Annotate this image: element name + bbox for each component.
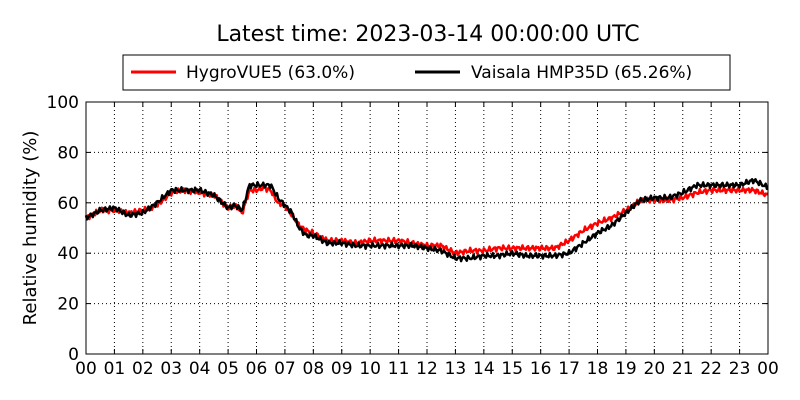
x-tick-label: 16 <box>530 359 552 379</box>
series-line-0 <box>84 185 769 257</box>
legend-label-vaisala: Vaisala HMP35D (65.26%) <box>471 63 692 83</box>
x-tick-label: 22 <box>700 359 722 379</box>
chart-title: Latest time: 2023-03-14 00:00:00 UTC <box>216 22 639 47</box>
plot-frame <box>85 101 769 355</box>
x-tick-label: 19 <box>615 359 637 379</box>
y-tick-label: 60 <box>57 194 79 214</box>
x-tick-label: 00 <box>757 359 779 379</box>
x-tick-label: 20 <box>644 359 666 379</box>
x-tick-label: 08 <box>303 359 325 379</box>
x-tick-label: 21 <box>672 359 694 379</box>
y-tick-label: 20 <box>57 295 79 315</box>
x-tick-label: 11 <box>388 359 410 379</box>
x-tick-label: 02 <box>132 359 154 379</box>
x-tick-label: 05 <box>217 359 239 379</box>
y-tick-label: 80 <box>57 143 79 163</box>
y-axis-label: Relative humidity (%) <box>20 131 41 326</box>
x-tick-label: 03 <box>160 359 182 379</box>
x-tick-label: 09 <box>331 359 353 379</box>
y-tick-label: 40 <box>57 244 79 264</box>
x-tick-label: 18 <box>587 359 609 379</box>
x-tick-label: 13 <box>445 359 467 379</box>
x-tick-label: 00 <box>75 359 97 379</box>
x-tick-label: 23 <box>729 359 751 379</box>
legend: HygroVUE5 (63.0%) Vaisala HMP35D (65.26%… <box>122 54 731 91</box>
x-tick-label: 14 <box>473 359 495 379</box>
x-tick-label: 07 <box>274 359 296 379</box>
axis-ticks: 00 01 02 03 04 05 06 07 08 09 10 11 12 13 14 15 16 17 18 19… <box>47 93 779 379</box>
grid <box>86 102 768 354</box>
x-tick-label: 01 <box>104 359 126 379</box>
legend-label-hygrovue5: HygroVUE5 (63.0%) <box>186 63 355 83</box>
x-tick-label: 06 <box>246 359 268 379</box>
y-tick-label: 100 <box>47 93 79 113</box>
y-tick-label: 0 <box>68 345 79 365</box>
series-layer <box>84 178 769 263</box>
x-tick-label: 04 <box>189 359 211 379</box>
series-line-1 <box>84 178 769 263</box>
x-tick-label: 15 <box>501 359 523 379</box>
x-tick-label: 10 <box>359 359 381 379</box>
x-tick-label: 17 <box>558 359 580 379</box>
x-tick-label: 12 <box>416 359 438 379</box>
